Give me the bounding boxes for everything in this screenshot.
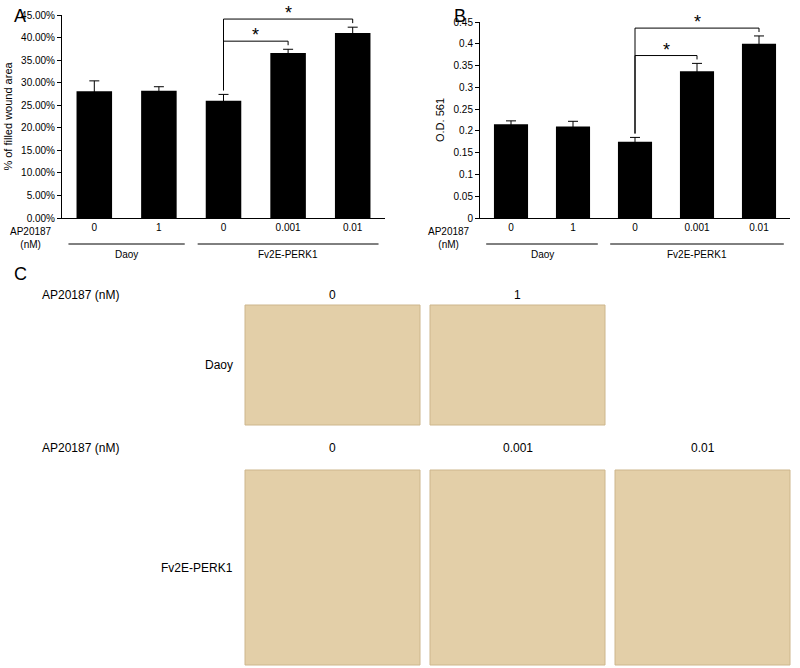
svg-text:0.2: 0.2 <box>459 125 473 136</box>
svg-text:0.45: 0.45 <box>454 17 474 28</box>
svg-text:0.001: 0.001 <box>276 222 301 233</box>
svg-text:0: 0 <box>467 213 473 224</box>
svg-text:0: 0 <box>508 222 514 233</box>
svg-text:0.1: 0.1 <box>459 169 473 180</box>
svg-text:20.00%: 20.00% <box>21 122 55 133</box>
svg-text:*: * <box>285 3 292 23</box>
svg-text:0.001: 0.001 <box>684 222 709 233</box>
svg-text:AP20187 (nM): AP20187 (nM) <box>42 441 119 455</box>
svg-text:AP20187 (nM): AP20187 (nM) <box>42 288 119 302</box>
svg-text:Fv2E-PERK1: Fv2E-PERK1 <box>258 249 318 260</box>
svg-text:0.01: 0.01 <box>691 441 715 455</box>
svg-text:0.4: 0.4 <box>459 38 473 49</box>
svg-text:25.00%: 25.00% <box>21 100 55 111</box>
svg-text:0.001: 0.001 <box>503 441 533 455</box>
svg-text:AP20187(nM): AP20187(nM) <box>10 226 52 250</box>
svg-text:A: A <box>14 6 26 26</box>
svg-text:0.01: 0.01 <box>749 222 769 233</box>
svg-text:0: 0 <box>329 288 336 302</box>
svg-text:1: 1 <box>514 288 521 302</box>
svg-text:Daoy: Daoy <box>531 249 554 260</box>
svg-text:0.25: 0.25 <box>454 104 474 115</box>
svg-text:O.D. 561: O.D. 561 <box>434 98 446 142</box>
svg-text:5.00%: 5.00% <box>27 190 55 201</box>
svg-text:0: 0 <box>329 441 336 455</box>
svg-text:0.00%: 0.00% <box>27 213 55 224</box>
svg-text:0: 0 <box>92 222 98 233</box>
svg-text:10.00%: 10.00% <box>21 167 55 178</box>
svg-text:Daoy: Daoy <box>205 358 233 372</box>
svg-text:0.05: 0.05 <box>454 191 474 202</box>
svg-text:30.00%: 30.00% <box>21 77 55 88</box>
svg-text:45.00%: 45.00% <box>21 10 55 21</box>
svg-text:0.35: 0.35 <box>454 60 474 71</box>
svg-text:1: 1 <box>570 222 576 233</box>
svg-text:% of filled wound area: % of filled wound area <box>2 62 14 171</box>
svg-text:C: C <box>14 264 27 284</box>
svg-text:15.00%: 15.00% <box>21 145 55 156</box>
svg-text:*: * <box>252 25 259 45</box>
svg-text:*: * <box>663 40 670 60</box>
svg-text:0.3: 0.3 <box>459 82 473 93</box>
svg-text:0.01: 0.01 <box>343 222 363 233</box>
svg-text:0.15: 0.15 <box>454 147 474 158</box>
svg-text:*: * <box>694 12 701 32</box>
svg-text:40.00%: 40.00% <box>21 32 55 43</box>
svg-text:1: 1 <box>156 222 162 233</box>
svg-text:Fv2E-PERK1: Fv2E-PERK1 <box>161 561 233 575</box>
svg-text:B: B <box>454 6 466 26</box>
svg-text:0: 0 <box>221 222 227 233</box>
svg-text:AP20187(nM): AP20187(nM) <box>428 226 470 250</box>
svg-text:35.00%: 35.00% <box>21 55 55 66</box>
svg-text:Daoy: Daoy <box>115 249 138 260</box>
svg-text:0: 0 <box>632 222 638 233</box>
svg-text:Fv2E-PERK1: Fv2E-PERK1 <box>667 249 727 260</box>
